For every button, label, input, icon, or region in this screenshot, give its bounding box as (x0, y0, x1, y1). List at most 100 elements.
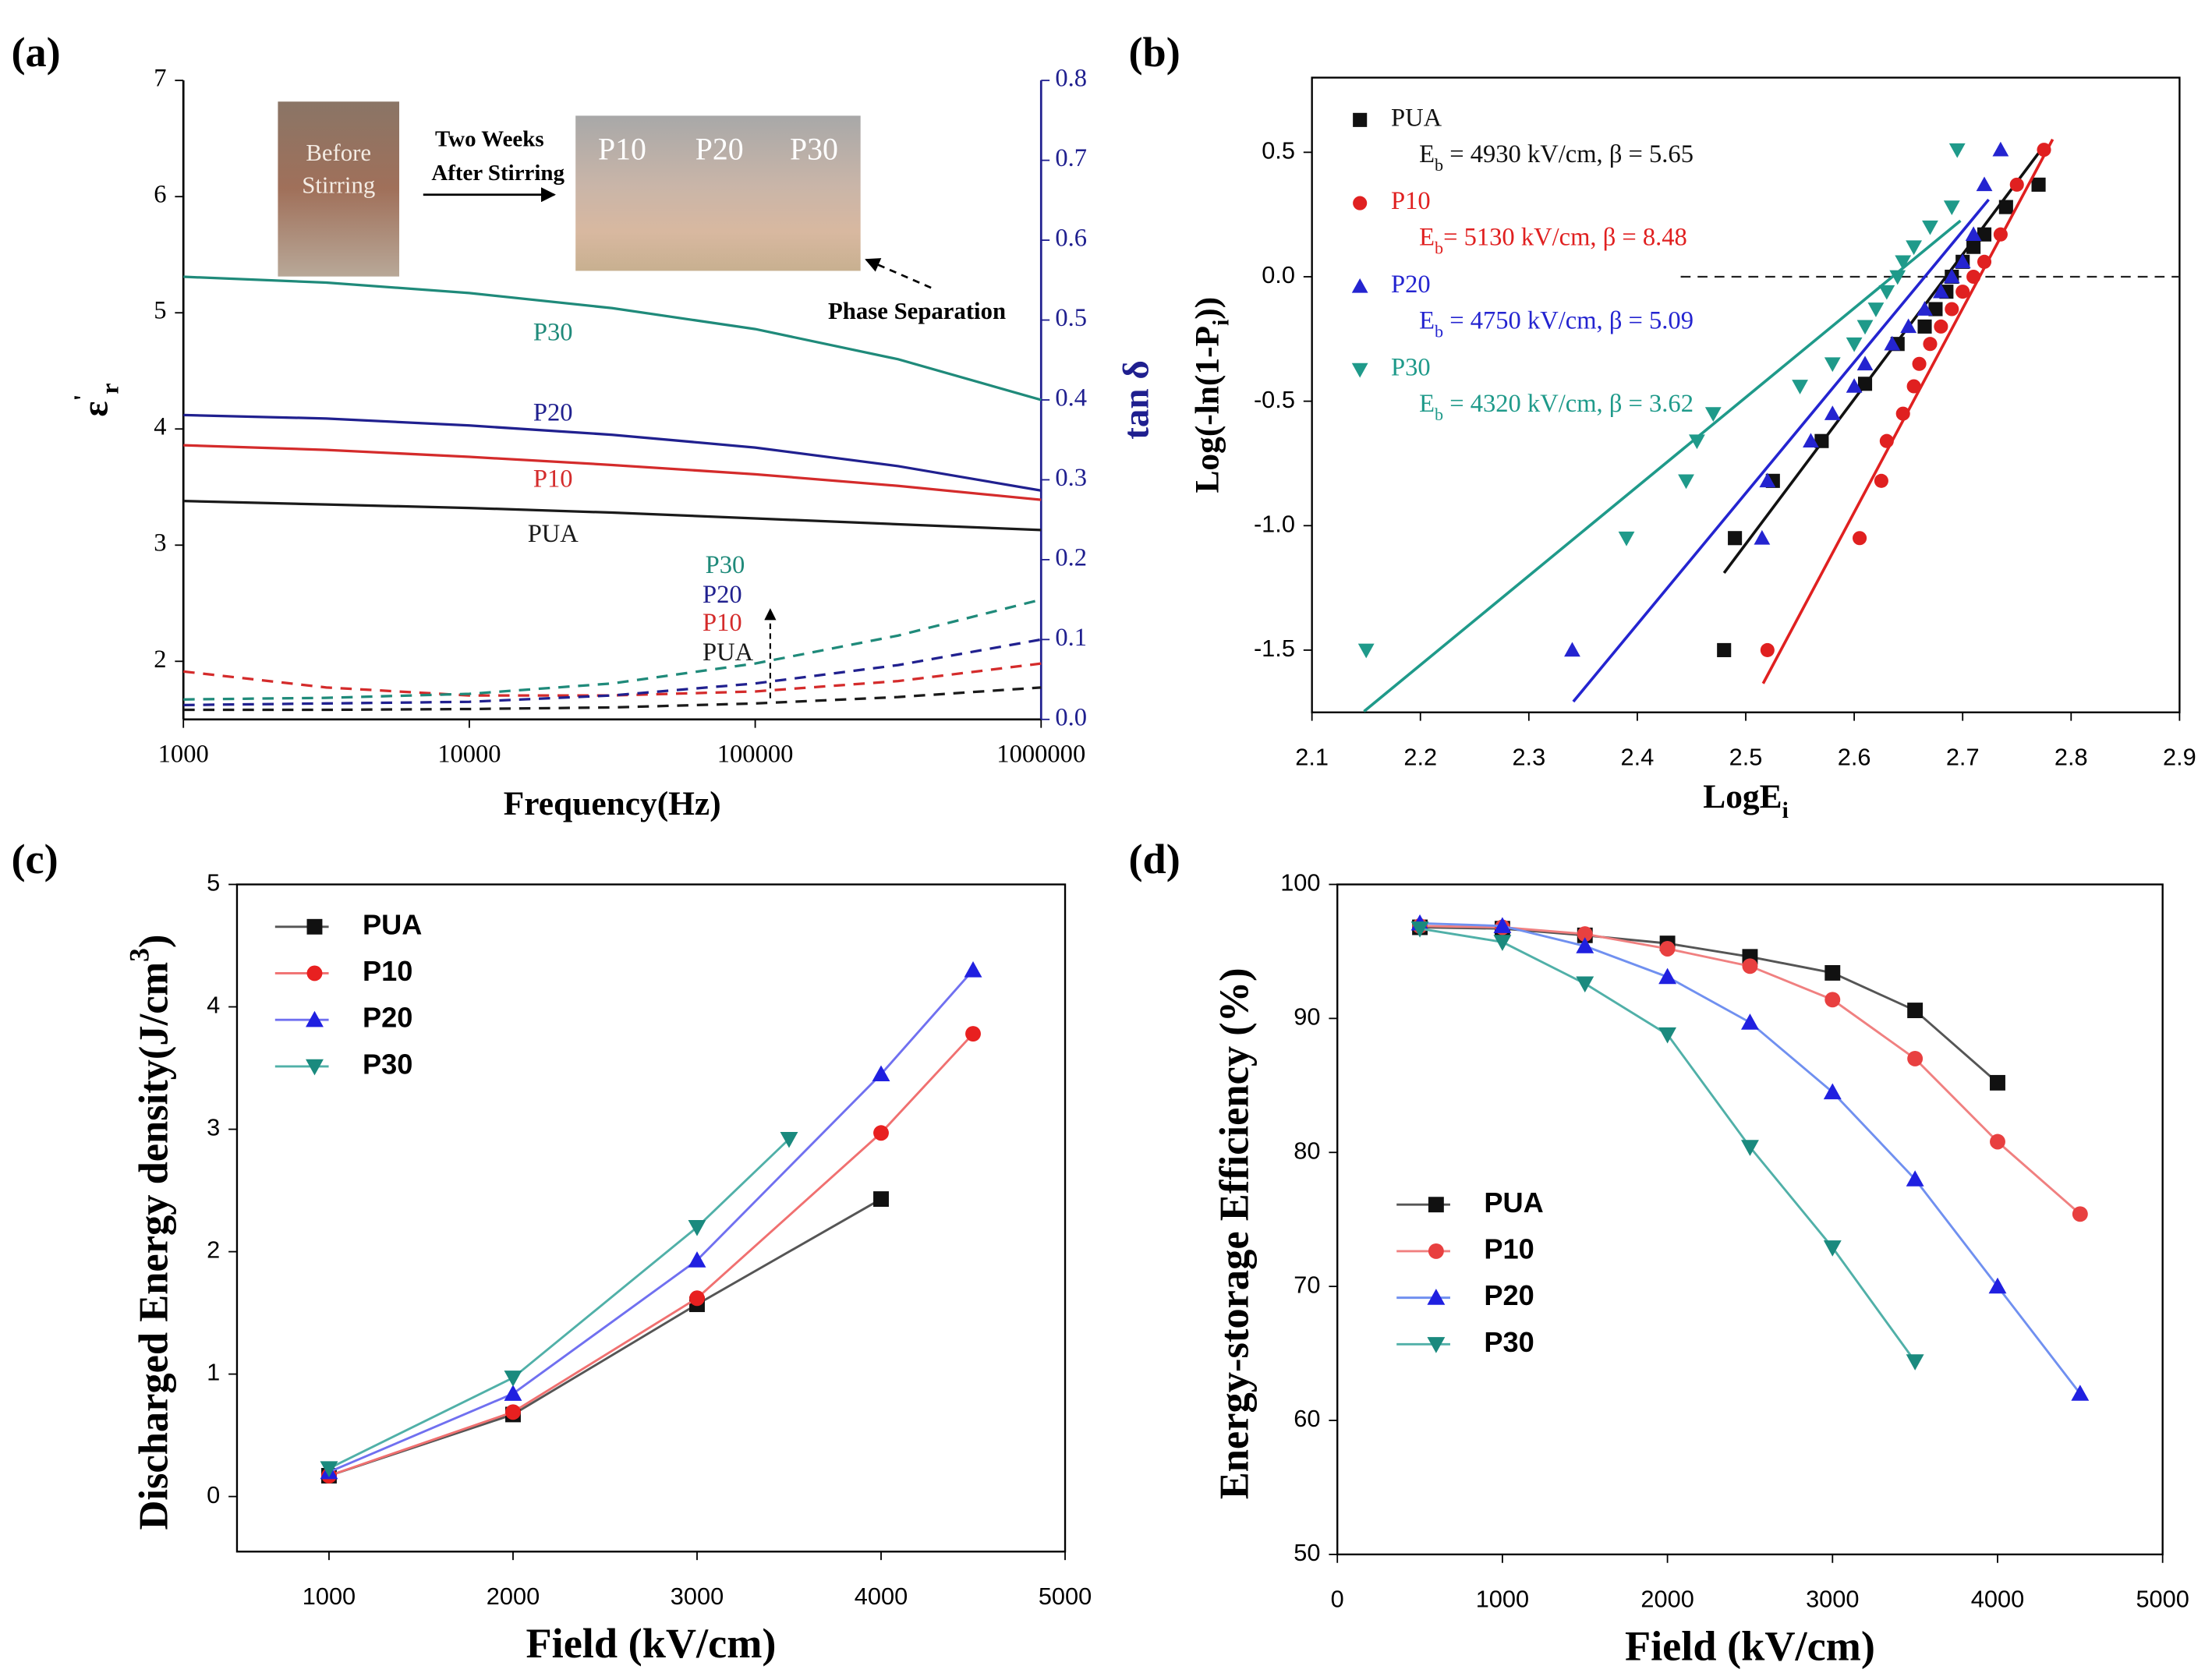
marker (1353, 112, 1368, 127)
x-tick-label: 1000 (303, 1583, 356, 1610)
marker (873, 1125, 889, 1141)
y2-tick-label: 0.0 (1055, 703, 1087, 731)
y-tick-label: -1.5 (1254, 635, 1295, 662)
marker (1895, 406, 1910, 421)
marker (688, 1251, 706, 1268)
y-tick-label: -1.0 (1254, 510, 1295, 537)
plot-frame (1336, 883, 2164, 1556)
marker (689, 1290, 705, 1307)
series-line (328, 969, 975, 1473)
x-tick-label: 10000 (437, 740, 501, 768)
marker (1427, 1337, 1446, 1353)
annotation: Phase Separation (828, 298, 1006, 324)
series-line (183, 413, 1042, 492)
series-line (183, 598, 1042, 701)
marker (1992, 141, 2009, 157)
marker (1754, 529, 1771, 545)
marker (1906, 1170, 1924, 1187)
series-line (183, 275, 1042, 401)
y-tick-label: 3 (154, 529, 166, 557)
legend-label: P30 (1484, 1326, 1534, 1358)
photo-label: Stirring (302, 172, 375, 199)
marker (1658, 1027, 1677, 1044)
marker (1824, 405, 1841, 420)
y-tick-label: 90 (1294, 1003, 1320, 1031)
marker (1912, 356, 1927, 371)
fit-line (1572, 198, 1990, 703)
marker (1803, 433, 1819, 448)
marker (1853, 531, 1867, 546)
marker (1427, 1289, 1446, 1305)
x-axis-label-part: LogE (1703, 778, 1782, 815)
arrow (865, 258, 932, 289)
marker (1704, 407, 1722, 423)
marker (1814, 433, 1829, 448)
legend-note-part: E (1419, 224, 1435, 252)
marker (1867, 302, 1885, 317)
marker (1998, 200, 2013, 214)
marker (1689, 434, 1705, 450)
legend-note-part: b (1435, 405, 1443, 424)
x-tick-label: 2.5 (1729, 744, 1763, 771)
marker (504, 1385, 522, 1401)
marker (1717, 642, 1732, 657)
panel-label: (b) (1128, 29, 1180, 76)
x-tick-label: 2000 (487, 1583, 540, 1610)
y-axis-label-part: ' (69, 394, 96, 401)
photo-after (575, 115, 861, 271)
marker (1943, 268, 1960, 284)
marker (1906, 379, 1921, 394)
marker (1884, 335, 1901, 351)
marker (1576, 976, 1594, 993)
y-tick-label: 5 (154, 297, 166, 325)
y2-tick-label: 0.5 (1055, 304, 1087, 332)
marker (1917, 319, 1932, 334)
legend-label: P20 (1484, 1279, 1534, 1311)
marker (1945, 302, 1959, 317)
legend-label: P30 (363, 1048, 412, 1080)
marker (1577, 926, 1593, 943)
marker (1916, 301, 1933, 316)
y-tick-label: 6 (154, 181, 166, 209)
marker (1823, 1240, 1842, 1257)
y-tick-label: 4 (154, 413, 166, 441)
marker (1907, 1003, 1924, 1019)
legend-note-part: b (1435, 238, 1443, 257)
marker (1742, 958, 1758, 974)
legend-note-part: E (1419, 391, 1435, 419)
x-tick-label: 5000 (2136, 1586, 2189, 1613)
marker (1965, 226, 1982, 242)
photo-label: Before (306, 140, 371, 166)
photo-label: P10 (598, 133, 646, 167)
x-axis-label: Field (kV/cm) (1625, 1622, 1875, 1669)
x-tick-label: 2.4 (1621, 744, 1655, 771)
marker (1564, 642, 1580, 657)
legend-note-part: E (1419, 307, 1435, 335)
series-line (183, 500, 1042, 532)
y-axis-label-part: )) (1188, 297, 1226, 320)
marker (1741, 1013, 1759, 1030)
panel-label: (c) (11, 836, 58, 882)
marker (1966, 269, 1981, 285)
y-axis-label: Log(-ln(1-Pi)) (1188, 297, 1233, 493)
marker (1966, 239, 1981, 254)
marker (320, 1461, 338, 1477)
legend-note-part: E (1419, 140, 1435, 168)
marker (873, 1191, 889, 1208)
x-axis-label: Frequency(Hz) (504, 785, 721, 822)
x-tick-label: 4000 (1971, 1586, 2024, 1613)
marker (2071, 1385, 2090, 1401)
marker (2009, 177, 2024, 192)
legend-note-part: = 4930 kV/cm, β = 5.65 (1443, 140, 1694, 168)
marker (1576, 937, 1594, 953)
marker (2037, 143, 2051, 157)
y2-tick-label: 0.1 (1055, 624, 1087, 652)
marker (1889, 270, 1906, 285)
marker (1934, 319, 1948, 334)
y2-tick-label: 0.8 (1055, 65, 1087, 93)
legend-note: Eb = 4320 kV/cm, β = 3.62 (1419, 391, 1694, 424)
legend-label: PUA (363, 908, 422, 940)
